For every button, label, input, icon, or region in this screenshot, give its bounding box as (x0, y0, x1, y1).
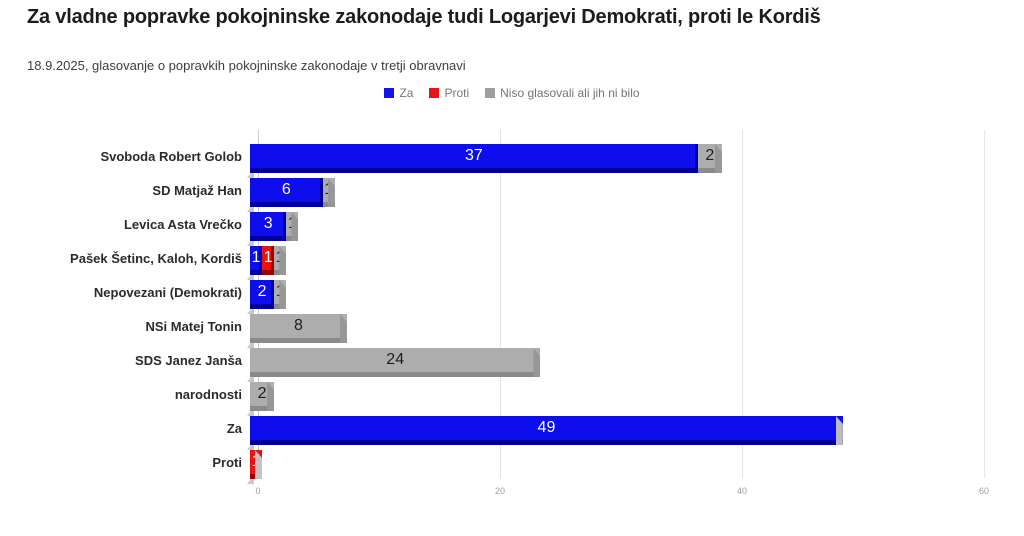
legend-label-proti: Proti (444, 86, 470, 100)
axis-pedestal (247, 237, 254, 246)
axis-pedestal (247, 305, 254, 314)
x-tick-label-40: 40 (736, 486, 748, 496)
bar-value-label: 1 (263, 249, 273, 266)
bar-stack: 49 (247, 416, 843, 450)
legend-item-za: Za (384, 86, 413, 100)
category-label: Svoboda Robert Golob (100, 148, 242, 164)
x-tick-label-0: 0 (255, 486, 261, 496)
table-row: NSi Matej Tonin 8 (0, 314, 1024, 348)
table-row: Za 49 (0, 416, 1024, 450)
bar-value-label: 1 (324, 181, 334, 198)
legend-label-za: Za (399, 86, 414, 100)
bar-stack: 1 (247, 450, 263, 484)
bar-segment[interactable]: 1 (274, 280, 287, 309)
bar-segment[interactable]: 24 (250, 348, 541, 377)
bar-segment[interactable]: 6 (250, 178, 323, 207)
bar-value-label: 1 (275, 249, 285, 266)
axis-pedestal (247, 169, 254, 178)
category-label: NSi Matej Tonin (145, 318, 242, 334)
axis-pedestal (247, 475, 254, 484)
bar-value-label: 49 (537, 419, 556, 436)
table-row: SD Matjaž Han 6 1 (0, 178, 1024, 212)
bar-segment[interactable]: 1 (322, 178, 335, 207)
category-label: Levica Asta Vrečko (123, 216, 242, 232)
bar-stack: 8 (247, 314, 347, 348)
gridline-40 (742, 130, 743, 478)
chart-title: Za vladne popravke pokojninske zakonodaj… (27, 6, 821, 28)
table-row: Pašek Šetinc, Kaloh, Kordiš 1 1 1 (0, 246, 1024, 280)
bar-segment[interactable]: 3 (250, 212, 287, 241)
axis-pedestal (247, 441, 254, 450)
bar-stack: 37 2 (247, 144, 722, 178)
bar-segment[interactable]: 1 (250, 246, 263, 275)
plot-area: 0 20 40 60 Svoboda Robert Golob 37 2 SD Matjaž… (0, 130, 1024, 510)
table-row: Svoboda Robert Golob 37 2 (0, 144, 1024, 178)
axis-pedestal (247, 339, 254, 348)
bar-value-label: 2 (257, 385, 267, 402)
bar-segment[interactable]: 1 (274, 246, 287, 275)
bar-segment[interactable]: 2 (250, 382, 275, 411)
gridline-60 (984, 130, 985, 478)
bar-stack: 24 (247, 348, 541, 382)
bar-value-label: 37 (464, 147, 483, 164)
legend: Za Proti Niso glasovali ali jih ni bilo (0, 86, 1024, 100)
bar-segment[interactable]: 2 (697, 144, 722, 173)
axis-pedestal (247, 407, 254, 416)
chart-subtitle: 18.9.2025, glasovanje o popravkih pokojn… (27, 58, 466, 73)
legend-swatch-za (384, 88, 395, 98)
category-label: Proti (212, 454, 242, 470)
bar-segment[interactable]: 1 (286, 212, 299, 241)
bar-segment[interactable]: 1 (250, 450, 263, 479)
bar-value-label: 6 (281, 181, 291, 198)
bar-value-label: 2 (705, 147, 715, 164)
table-row: Levica Asta Vrečko 3 1 (0, 212, 1024, 246)
bar-rows: Svoboda Robert Golob 37 2 SD Matjaž Han 6 1 Le… (0, 144, 1024, 484)
bar-value-label: 1 (251, 453, 261, 470)
legend-item-niso: Niso glasovali ali jih ni bilo (485, 86, 640, 100)
bar-segment[interactable]: 49 (250, 416, 843, 445)
bar-stack: 2 (247, 382, 275, 416)
axis-pedestal (247, 271, 254, 280)
legend-item-proti: Proti (429, 86, 469, 100)
table-row: Proti 1 (0, 450, 1024, 484)
table-row: Nepovezani (Demokrati) 2 1 (0, 280, 1024, 314)
category-label: narodnosti (174, 386, 242, 402)
bar-value-label: 1 (251, 249, 261, 266)
category-label: Za (226, 420, 242, 436)
legend-swatch-proti (429, 88, 440, 98)
bar-segment[interactable]: 2 (250, 280, 275, 309)
category-label: Pašek Šetinc, Kaloh, Kordiš (70, 250, 242, 266)
bar-value-label: 8 (293, 317, 303, 334)
category-label: SD Matjaž Han (152, 182, 242, 198)
bar-value-label: 3 (263, 215, 273, 232)
gridline-20 (500, 130, 501, 478)
x-tick-label-20: 20 (494, 486, 506, 496)
table-row: SDS Janez Janša 24 (0, 348, 1024, 382)
x-tick-label-60: 60 (978, 486, 990, 496)
bar-segment[interactable]: 1 (262, 246, 275, 275)
bar-segment[interactable]: 8 (250, 314, 347, 343)
legend-label-niso: Niso glasovali ali jih ni bilo (500, 86, 640, 100)
axis-pedestal (247, 203, 254, 212)
legend-swatch-niso (485, 88, 496, 98)
bar-value-label: 24 (386, 351, 405, 368)
bar-segment[interactable]: 37 (250, 144, 698, 173)
axis-pedestal (247, 373, 254, 382)
bar-value-label: 1 (275, 283, 285, 300)
table-row: narodnosti 2 (0, 382, 1024, 416)
category-label: Nepovezani (Demokrati) (93, 284, 242, 300)
bar-value-label: 2 (257, 283, 267, 300)
bar-value-label: 1 (287, 215, 297, 232)
category-label: SDS Janez Janša (135, 352, 242, 368)
